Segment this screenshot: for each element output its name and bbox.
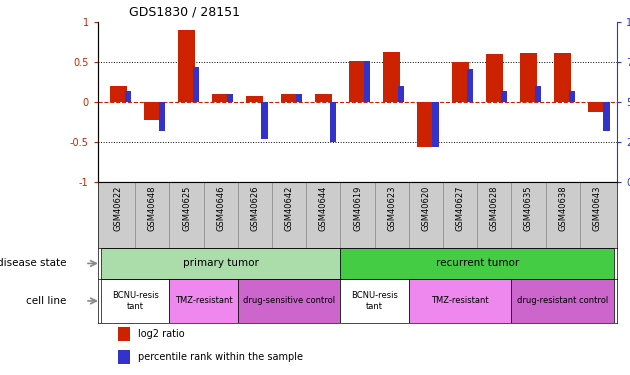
Bar	[383, 52, 400, 102]
Text: cell line: cell line	[26, 296, 66, 306]
Bar	[432, 102, 438, 147]
Text: GSM40644: GSM40644	[319, 185, 328, 231]
Bar	[101, 279, 169, 322]
Bar	[178, 30, 195, 102]
Bar	[409, 279, 512, 322]
Text: drug-sensitive control: drug-sensitive control	[243, 296, 335, 305]
Bar	[340, 248, 614, 279]
Bar	[193, 67, 199, 102]
Bar	[227, 94, 233, 102]
Bar	[330, 102, 336, 142]
Text: GDS1830 / 28151: GDS1830 / 28151	[129, 6, 240, 19]
Text: GSM40620: GSM40620	[421, 185, 430, 231]
Bar	[417, 102, 435, 147]
Bar	[604, 102, 610, 131]
Bar	[101, 248, 340, 279]
Bar	[110, 86, 127, 102]
Bar	[535, 86, 541, 102]
Text: BCNU-resis
tant: BCNU-resis tant	[351, 291, 398, 310]
Bar	[554, 53, 571, 102]
Text: percentile rank within the sample: percentile rank within the sample	[138, 352, 302, 362]
Bar	[452, 62, 469, 102]
Bar	[398, 86, 404, 102]
Text: GSM40619: GSM40619	[353, 185, 362, 231]
Bar	[125, 91, 131, 102]
Bar	[246, 96, 263, 102]
Text: GSM40623: GSM40623	[387, 185, 396, 231]
Bar	[315, 94, 332, 102]
Bar	[238, 279, 340, 322]
Text: GSM40646: GSM40646	[216, 185, 226, 231]
Bar	[159, 102, 165, 131]
Text: drug-resistant control: drug-resistant control	[517, 296, 609, 305]
Bar	[512, 279, 614, 322]
Text: recurrent tumor: recurrent tumor	[435, 258, 519, 268]
Text: GSM40642: GSM40642	[285, 185, 294, 231]
Bar	[588, 102, 605, 112]
Text: TMZ-resistant: TMZ-resistant	[432, 296, 489, 305]
Bar	[118, 350, 130, 364]
Bar	[520, 53, 537, 102]
Bar	[280, 94, 298, 102]
Text: log2 ratio: log2 ratio	[138, 329, 185, 339]
Text: GSM40638: GSM40638	[558, 185, 567, 231]
Text: GSM40625: GSM40625	[182, 185, 191, 231]
Text: disease state: disease state	[0, 258, 66, 268]
Text: GSM40635: GSM40635	[524, 185, 533, 231]
Bar	[486, 54, 503, 102]
Bar	[118, 327, 130, 341]
Bar	[169, 279, 238, 322]
Text: GSM40643: GSM40643	[592, 185, 602, 231]
Text: GSM40628: GSM40628	[490, 185, 499, 231]
Text: primary tumor: primary tumor	[183, 258, 259, 268]
Bar	[349, 61, 366, 102]
Text: BCNU-resis
tant: BCNU-resis tant	[112, 291, 159, 310]
Bar	[364, 61, 370, 102]
Text: TMZ-resistant: TMZ-resistant	[175, 296, 232, 305]
Text: GSM40622: GSM40622	[113, 185, 123, 231]
Bar	[467, 69, 472, 102]
Bar	[340, 279, 409, 322]
Text: GSM40648: GSM40648	[148, 185, 157, 231]
Bar	[261, 102, 268, 139]
Bar	[569, 91, 575, 102]
Bar	[144, 102, 161, 120]
Bar	[501, 91, 507, 102]
Bar	[212, 94, 229, 102]
Bar	[295, 94, 302, 102]
Text: GSM40627: GSM40627	[455, 185, 464, 231]
Text: GSM40626: GSM40626	[251, 185, 260, 231]
